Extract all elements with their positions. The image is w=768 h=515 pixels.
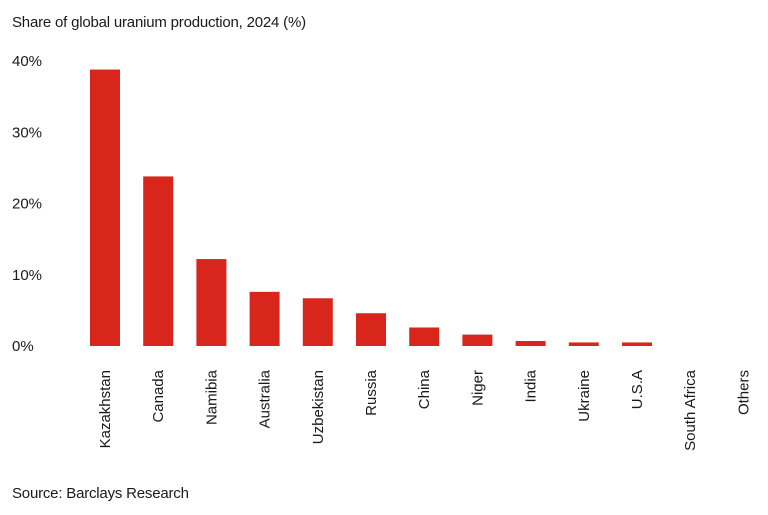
y-tick-label: 30%	[12, 124, 42, 141]
bar-china	[409, 327, 440, 346]
x-tick-label: Canada	[150, 369, 167, 422]
y-tick-label: 10%	[12, 267, 42, 284]
x-tick-label: Namibia	[203, 369, 220, 425]
x-tick-label: Ukraine	[576, 370, 593, 422]
bar-niger	[462, 334, 493, 346]
x-tick-label: India	[523, 369, 540, 402]
x-tick-label: South Africa	[682, 369, 699, 451]
bar-namibia	[196, 259, 227, 346]
bar-russia	[356, 313, 386, 346]
y-tick-label: 40%	[12, 53, 42, 70]
bars	[90, 69, 652, 347]
x-tick-label: Australia	[257, 369, 274, 428]
x-tick-label: China	[416, 369, 433, 409]
y-axis-ticks: 0% 10% 20% 30% 40%	[12, 53, 42, 355]
x-tick-label: U.S.A	[629, 370, 646, 409]
bar-ukraine	[568, 342, 599, 346]
bar-india	[515, 341, 546, 346]
chart-source: Source: Barclays Research	[12, 485, 189, 502]
bar-uzbekistan	[302, 298, 333, 346]
chart-title: Share of global uranium production, 2024…	[12, 14, 306, 31]
y-tick-label: 20%	[12, 196, 42, 213]
bar-australia	[249, 291, 280, 346]
bar-canada	[143, 176, 174, 346]
x-tick-label: Kazakhstan	[97, 370, 114, 448]
x-axis-labels: Kazakhstan Canada Namibia Australia Uzbekist…	[97, 369, 752, 451]
x-tick-label: Russia	[363, 369, 380, 416]
x-tick-label: Uzbekistan	[310, 370, 327, 444]
bar-kazakhstan	[90, 69, 120, 347]
x-tick-label: Others	[735, 370, 752, 415]
y-tick-label: 0%	[12, 338, 34, 355]
bar-u-s-a	[622, 342, 652, 346]
x-tick-label: Niger	[469, 370, 486, 406]
